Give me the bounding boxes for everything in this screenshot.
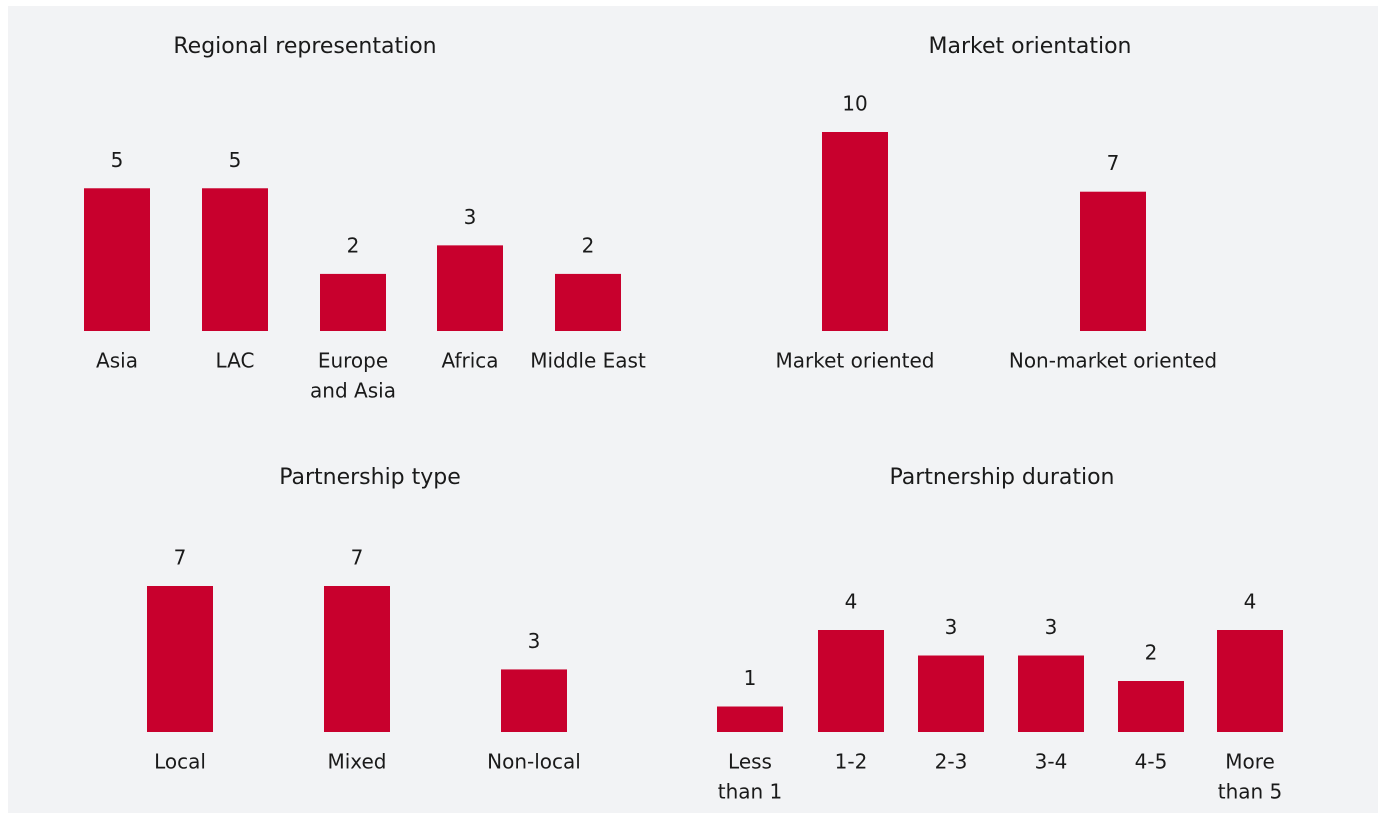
value-label: 5 — [229, 148, 242, 172]
category-label: LAC — [216, 349, 255, 373]
bar — [1118, 681, 1184, 732]
category-label: Africa — [441, 349, 498, 373]
bar — [147, 586, 213, 732]
bar — [555, 273, 621, 331]
value-label: 5 — [111, 148, 124, 172]
bar — [1080, 191, 1146, 331]
bar — [717, 706, 783, 732]
bar — [818, 630, 884, 732]
category-label: Mixed — [327, 750, 386, 774]
category-label: 3-4 — [1035, 750, 1068, 774]
background — [8, 6, 1378, 813]
bar — [501, 669, 567, 732]
value-label: 7 — [174, 546, 187, 570]
bar — [1018, 655, 1084, 732]
bar — [437, 245, 503, 331]
category-label: than 5 — [1218, 780, 1283, 804]
bar — [918, 655, 984, 732]
category-label: Less — [728, 750, 772, 774]
category-label: and Asia — [310, 379, 396, 403]
category-label: than 1 — [718, 780, 783, 804]
value-label: 1 — [744, 666, 757, 690]
bar — [1217, 630, 1283, 732]
category-label: 1-2 — [835, 750, 868, 774]
category-label: Non-local — [487, 750, 581, 774]
chart-title: Market orientation — [929, 34, 1132, 59]
bar — [320, 273, 386, 331]
value-label: 7 — [1107, 151, 1120, 175]
category-label: 2-3 — [935, 750, 968, 774]
value-label: 2 — [582, 233, 595, 257]
value-label: 3 — [528, 629, 541, 653]
value-label: 10 — [842, 92, 867, 116]
value-label: 4 — [845, 590, 858, 614]
category-label: Europe — [318, 349, 388, 373]
value-label: 3 — [464, 205, 477, 229]
category-label: Market oriented — [776, 349, 935, 373]
chart-title: Partnership duration — [889, 465, 1114, 490]
chart-title: Partnership type — [279, 465, 461, 490]
value-label: 3 — [945, 615, 958, 639]
bar — [822, 132, 888, 331]
bar — [202, 188, 268, 331]
chart-title: Regional representation — [173, 34, 436, 59]
value-label: 2 — [347, 233, 360, 257]
bar — [84, 188, 150, 331]
category-label: Middle East — [530, 349, 646, 373]
category-label: Asia — [96, 349, 138, 373]
category-label: 4-5 — [1135, 750, 1168, 774]
value-label: 7 — [351, 546, 364, 570]
value-label: 3 — [1045, 615, 1058, 639]
value-label: 4 — [1244, 590, 1257, 614]
category-label: More — [1225, 750, 1275, 774]
category-label: Local — [154, 750, 206, 774]
value-label: 2 — [1145, 641, 1158, 665]
bar — [324, 586, 390, 732]
category-label: Non-market oriented — [1009, 349, 1217, 373]
